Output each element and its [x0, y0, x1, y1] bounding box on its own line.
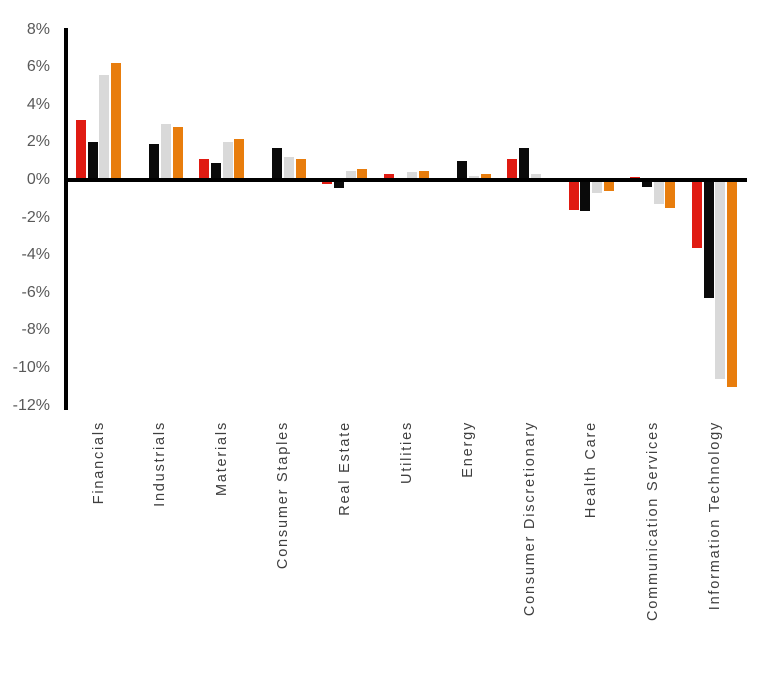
y-tick-label: -12%	[12, 396, 50, 414]
bar-series-gray	[592, 180, 603, 194]
category-label: Consumer Staples	[275, 421, 292, 570]
bar-series-red	[76, 119, 86, 180]
category-label: Energy	[460, 421, 477, 478]
y-tick-label: -2%	[21, 208, 50, 226]
bar-series-black	[210, 163, 221, 180]
y-tick-label: -4%	[21, 246, 50, 264]
bar-series-black	[642, 180, 653, 187]
y-axis-line	[64, 28, 68, 410]
bar-series-black	[334, 180, 345, 188]
bar-series-gray	[160, 123, 171, 180]
bar-series-red	[692, 180, 702, 248]
bar-series-black	[580, 180, 591, 212]
category-label: Utilities	[398, 421, 415, 484]
bar-series-orange	[727, 180, 737, 387]
bar-series-gray	[222, 142, 233, 180]
bar-series-orange	[172, 127, 183, 180]
y-tick-label: -6%	[21, 283, 50, 301]
bar-series-orange	[234, 138, 245, 180]
bar-series-orange	[295, 159, 306, 180]
category-label: Health Care	[583, 421, 600, 519]
bar-series-orange	[419, 170, 429, 180]
bar-series-orange	[603, 180, 614, 192]
bar-series-gray	[530, 174, 541, 180]
bar-series-red	[568, 180, 579, 211]
bar-series-gray	[653, 180, 664, 205]
category-label: Information Technology	[706, 421, 723, 611]
bar-series-red	[507, 159, 518, 180]
bar-series-orange	[480, 174, 491, 180]
category-label: Industrials	[152, 421, 169, 507]
bar-series-black	[703, 180, 714, 299]
bar-series-orange	[111, 63, 121, 180]
bar-series-black	[149, 144, 160, 180]
category-label: Materials	[213, 421, 230, 497]
y-tick-label: -10%	[12, 359, 50, 376]
bar-series-gray	[407, 172, 418, 180]
y-tick-label: -8%	[21, 321, 50, 339]
bar-series-gray	[284, 157, 295, 180]
bar-series-gray	[99, 74, 110, 180]
bar-series-red	[322, 180, 333, 184]
bar-series-orange	[665, 180, 676, 209]
y-tick-label: 2%	[26, 133, 50, 151]
bar-series-black	[272, 148, 283, 180]
category-label: Communication Services	[644, 421, 661, 621]
y-tick-label: 6%	[26, 58, 50, 76]
bar-series-red	[199, 159, 210, 180]
bar-series-red	[384, 174, 394, 180]
bar-series-gray	[345, 170, 356, 180]
bar-series-black	[457, 161, 468, 180]
bar-series-gray	[715, 180, 726, 380]
bar-series-black	[518, 148, 529, 180]
bar-series-black	[87, 142, 98, 180]
category-label: Real Estate	[336, 421, 353, 516]
y-tick-label: 4%	[26, 95, 50, 113]
y-tick-label: 0%	[26, 171, 50, 188]
zero-baseline	[64, 177, 747, 182]
category-label: Financials	[90, 421, 107, 505]
category-label: Consumer Discretionary	[521, 421, 538, 617]
bar-series-orange	[357, 168, 368, 180]
y-tick-label: 8%	[26, 20, 50, 38]
